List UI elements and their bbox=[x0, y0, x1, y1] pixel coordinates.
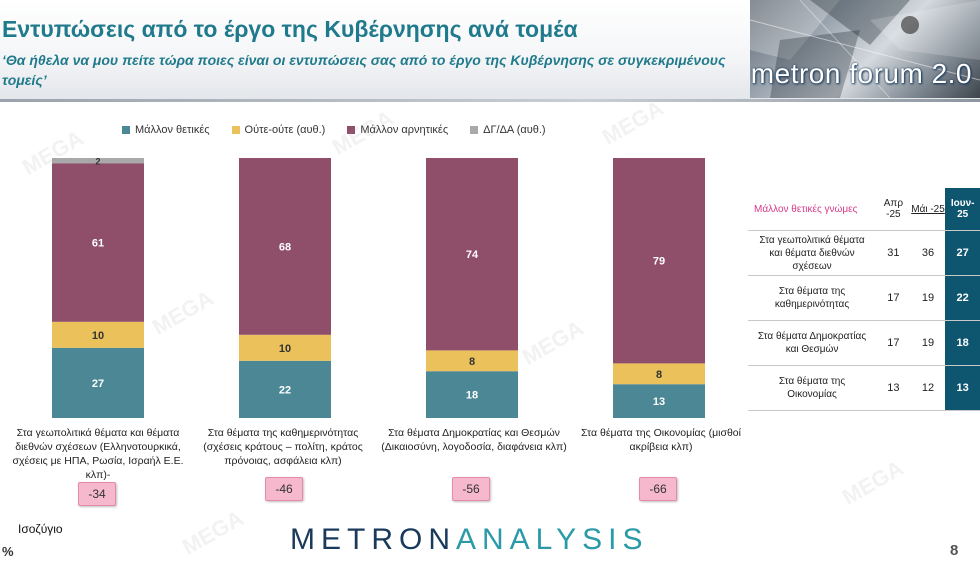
table-cell-current: 22 bbox=[945, 275, 980, 321]
table-row-label: Στα θέματα της Οικονομίας bbox=[748, 365, 877, 411]
page-number: 8 bbox=[950, 542, 959, 559]
data-label-negative: 79 bbox=[653, 256, 665, 268]
legend-label-neutral: Ούτε-ούτε (αυθ.) bbox=[244, 124, 326, 136]
bar-segment-positive bbox=[239, 360, 331, 418]
watermark: MEGA bbox=[837, 455, 908, 510]
table-cell-current: 27 bbox=[945, 230, 980, 276]
category-label-everyday: Στα θέματα της καθημερινότητας (σχέσεις … bbox=[203, 427, 363, 467]
data-label-positive: 13 bbox=[653, 396, 665, 408]
legend-label-dk: ΔΓ/ΔΑ (αυθ.) bbox=[483, 124, 546, 136]
bar-segment-neutral bbox=[239, 334, 331, 361]
category-label-democracy: Στα θέματα Δημοκρατίας και Θεσμών (Δικαι… bbox=[381, 427, 567, 453]
legend-swatch-negative bbox=[347, 126, 356, 134]
bar-segment-negative bbox=[613, 158, 705, 364]
data-label-neutral: 10 bbox=[92, 330, 104, 342]
data-label-positive: 22 bbox=[279, 384, 291, 396]
bar-segment-neutral bbox=[426, 350, 518, 372]
bar-segment-negative bbox=[426, 158, 518, 351]
table-row: Στα θέματα της καθημερινότητας 17 19 22 bbox=[748, 275, 980, 321]
balance-value-geopolitics: -34 bbox=[78, 482, 116, 506]
brand-graphic bbox=[750, 0, 980, 98]
watermark: MEGA bbox=[177, 505, 248, 560]
table-row-label: Στα γεωπολιτικά θέματα και θέματα διεθνώ… bbox=[748, 230, 877, 276]
data-label-dk: 2 bbox=[95, 157, 100, 167]
data-label-neutral: 8 bbox=[469, 356, 475, 368]
balance-value-economy: -66 bbox=[639, 477, 677, 501]
bar-segment-positive bbox=[426, 371, 518, 418]
table-cell: 19 bbox=[910, 275, 946, 321]
chart-legend: Μάλλον θετικές Ούτε-ούτε (αυθ.) Μάλλον α… bbox=[122, 124, 546, 136]
data-label-positive: 27 bbox=[92, 378, 104, 390]
percent-unit: % bbox=[2, 544, 14, 559]
legend-label-negative: Μάλλον αρνητικές bbox=[360, 124, 449, 136]
metron-analysis-logo: METRONANALYSIS bbox=[290, 523, 649, 557]
watermark: MEGA bbox=[597, 95, 668, 150]
legend-item-dk: ΔΓ/ΔΑ (αυθ.) bbox=[470, 124, 546, 136]
page-subtitle: ‘Θα ήθελα να μου πείτε τώρα ποιες είναι … bbox=[2, 52, 726, 88]
balance-value-democracy: -56 bbox=[452, 477, 490, 501]
bar-segment-negative bbox=[239, 158, 331, 335]
bar-segment-negative bbox=[52, 163, 144, 322]
logo-part-metron: METRON bbox=[290, 523, 456, 556]
table-col-apr: Απρ -25 bbox=[876, 188, 911, 231]
header-divider bbox=[0, 99, 980, 102]
legend-swatch-neutral bbox=[231, 126, 240, 134]
legend-swatch-dk bbox=[470, 126, 479, 134]
category-label-economy: Στα θέματα της Οικονομίας (μισθοί ακρίβε… bbox=[581, 427, 741, 453]
table-header-row: Μάλλον θετικές γνώμες Απρ -25 Μάι -25 Ιο… bbox=[748, 188, 980, 231]
table-row: Στα θέματα Δημοκρατίας και Θεσμών 17 19 … bbox=[748, 320, 980, 366]
table-row: Στα θέματα της Οικονομίας 13 12 13 bbox=[748, 365, 980, 411]
table-cell: 31 bbox=[876, 230, 911, 276]
category-label-geopolitics: Στα γεωπολιτικά θέματα και θέματα διεθνώ… bbox=[12, 427, 184, 481]
data-label-neutral: 10 bbox=[279, 343, 291, 355]
data-label-negative: 68 bbox=[279, 241, 291, 253]
bar-segment-neutral bbox=[613, 363, 705, 385]
table-cell: 17 bbox=[876, 275, 911, 321]
balance-value-everyday: -46 bbox=[265, 477, 303, 501]
bar-segment-positive bbox=[52, 347, 144, 418]
legend-item-negative: Μάλλον αρνητικές bbox=[347, 124, 448, 136]
table-row-label: Στα θέματα της καθημερινότητας bbox=[748, 275, 877, 321]
table-row-label: Στα θέματα Δημοκρατίας και Θεσμών bbox=[748, 320, 877, 366]
table-cell: 17 bbox=[876, 320, 911, 366]
legend-swatch-positive bbox=[122, 126, 130, 134]
brand-logo-text: metron forum 2.0 bbox=[750, 58, 972, 89]
table-col-jun: Ιουν- 25 bbox=[945, 188, 980, 231]
table-header-label: Μάλλον θετικές γνώμες bbox=[748, 188, 877, 231]
brand-image: metron forum 2.0 bbox=[750, 0, 980, 98]
balance-label: Ισοζύγιο bbox=[18, 522, 63, 536]
table-cell-current: 13 bbox=[945, 365, 980, 411]
bar-segment-positive bbox=[613, 384, 705, 418]
data-label-negative: 74 bbox=[466, 249, 479, 261]
table-cell-current: 18 bbox=[945, 320, 980, 366]
table-cell: 19 bbox=[910, 320, 946, 366]
table-row: Στα γεωπολιτικά θέματα και θέματα διεθνώ… bbox=[748, 230, 980, 276]
table-col-may: Μάι -25 bbox=[910, 188, 946, 231]
data-label-negative: 61 bbox=[92, 238, 104, 250]
legend-item-positive: Μάλλον θετικές bbox=[122, 124, 210, 136]
bar-segment-dk bbox=[52, 158, 144, 164]
data-label-neutral: 8 bbox=[656, 369, 662, 381]
positive-opinions-table: Μάλλον θετικές γνώμες Απρ -25 Μάι -25 Ιο… bbox=[748, 188, 980, 411]
logo-part-analysis: ANALYSIS bbox=[456, 523, 649, 556]
legend-label-positive: Μάλλον θετικές bbox=[135, 124, 210, 136]
table-cell: 12 bbox=[910, 365, 946, 411]
bar-segment-neutral bbox=[52, 321, 144, 348]
page-title: Εντυπώσεις από το έργο της Κυβέρνησης αν… bbox=[2, 16, 578, 42]
table-cell: 13 bbox=[876, 365, 911, 411]
data-label-positive: 18 bbox=[466, 390, 478, 402]
legend-item-neutral: Ούτε-ούτε (αυθ.) bbox=[231, 124, 326, 136]
table-cell: 36 bbox=[910, 230, 946, 276]
